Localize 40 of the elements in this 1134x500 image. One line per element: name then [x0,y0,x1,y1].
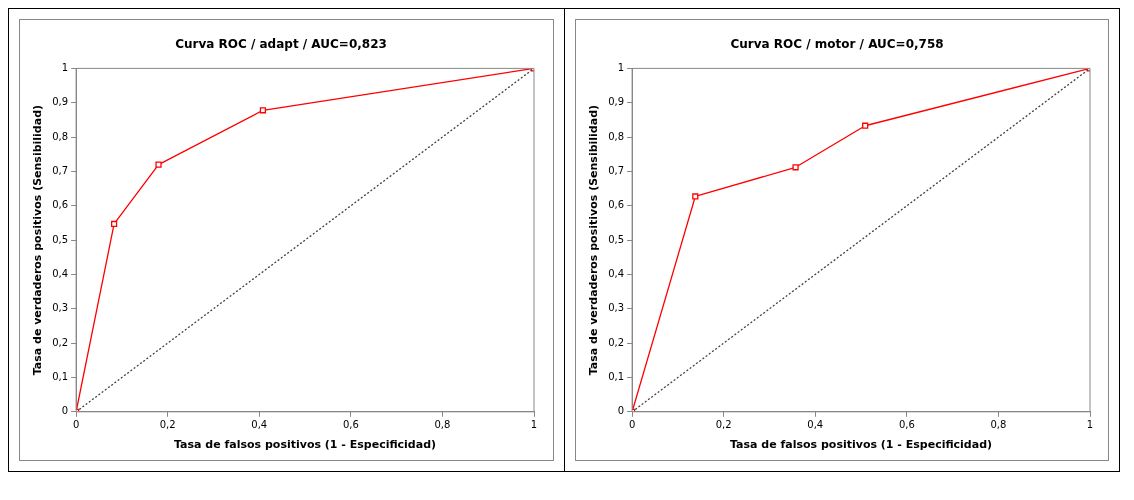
y-tick-label: 0,7 [607,165,624,177]
y-tick-label: 0 [617,405,624,417]
x-tick-label: 0,2 [159,419,176,431]
y-tick-label: 0,1 [52,371,69,383]
y-tick-label: 0,2 [52,336,69,348]
y-tick-label: 0,6 [607,199,624,211]
y-tick-label: 0,5 [52,233,69,245]
y-tick-label: 0,8 [607,130,624,142]
x-tick-label: 0,4 [806,419,823,431]
y-tick-label: 0,7 [52,165,69,177]
y-tick-label: 0,3 [607,302,624,314]
y-tick-label: 0,5 [607,233,624,245]
y-tick-label: 0,9 [607,96,624,108]
x-tick-label: 0,8 [989,419,1006,431]
x-axis-title: Tasa de falsos positivos (1 - Especificidad) [729,438,992,452]
y-tick-label: 0,4 [52,268,69,280]
y-tick-label: 0,4 [607,268,624,280]
y-tick-label: 1 [61,61,69,73]
y-tick-label: 0,8 [52,130,69,142]
x-tick-label: 0,4 [251,419,268,431]
x-tick-label: 0 [72,419,80,431]
y-tick-label: 0,3 [52,302,69,314]
y-tick-label: 1 [617,61,624,73]
chart-title: Curva ROC / motor / AUC=0,758 [729,37,944,52]
y-tick-label: 0,2 [607,336,624,348]
y-axis-title: Tasa de verdaderos positivos (Sensibilidad) [586,104,600,376]
x-tick-label: 0 [628,419,635,431]
x-tick-label: 0,2 [715,419,732,431]
y-tick-label: 0,9 [52,96,69,108]
x-tick-label: 0,6 [342,419,359,431]
x-tick-label: 1 [530,419,538,431]
chart-title: Curva ROC / adapt / AUC=0,823 [175,37,387,52]
y-tick-label: 0 [61,405,69,417]
x-tick-label: 0,8 [434,419,451,431]
x-tick-label: 1 [1086,419,1093,431]
y-axis-title: Tasa de verdaderos positivos (Sensibilidad) [31,104,45,376]
y-tick-label: 0,1 [607,371,624,383]
y-tick-label: 0,6 [52,199,69,211]
x-axis-title: Tasa de falsos positivos (1 - Especificidad) [174,438,437,452]
x-tick-label: 0,6 [898,419,915,431]
